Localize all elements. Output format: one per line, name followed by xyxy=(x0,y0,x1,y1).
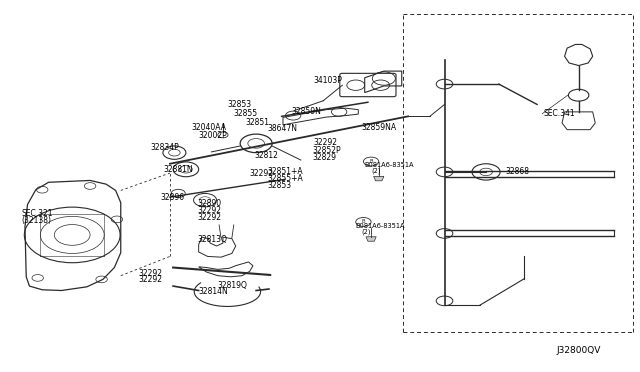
Text: (2): (2) xyxy=(362,229,371,235)
Text: 32292: 32292 xyxy=(138,275,162,284)
Text: 32819Q: 32819Q xyxy=(218,281,248,290)
Text: 32868: 32868 xyxy=(505,167,529,176)
Text: B: B xyxy=(369,159,373,164)
Text: 32881N: 32881N xyxy=(164,165,193,174)
Text: 32853: 32853 xyxy=(227,100,252,109)
Polygon shape xyxy=(374,176,384,181)
Text: 32813Q: 32813Q xyxy=(197,235,227,244)
Text: 32292: 32292 xyxy=(138,269,162,278)
Text: 32834P: 32834P xyxy=(151,142,179,151)
Text: B081A6-8351A: B081A6-8351A xyxy=(355,223,404,229)
Text: (32138): (32138) xyxy=(21,216,51,225)
Polygon shape xyxy=(366,237,376,241)
Text: 32859NA: 32859NA xyxy=(362,123,397,132)
Text: 32292: 32292 xyxy=(197,213,221,222)
Text: 32002P: 32002P xyxy=(198,131,227,140)
Text: SEC.341: SEC.341 xyxy=(543,109,575,118)
Text: 32292: 32292 xyxy=(314,138,338,147)
Text: 32814N: 32814N xyxy=(198,288,228,296)
Text: 32851+A: 32851+A xyxy=(268,167,303,176)
Text: (2): (2) xyxy=(371,167,381,174)
Text: 32896: 32896 xyxy=(161,193,184,202)
Text: B: B xyxy=(362,219,365,224)
Text: 32829: 32829 xyxy=(312,153,337,162)
Text: J32800QV: J32800QV xyxy=(556,346,601,355)
Text: 32852P: 32852P xyxy=(312,146,341,155)
Text: 32890: 32890 xyxy=(197,199,221,208)
Text: 32853: 32853 xyxy=(268,181,292,190)
Text: 32855: 32855 xyxy=(234,109,258,118)
Text: 32859N: 32859N xyxy=(291,108,321,116)
Text: 32855+A: 32855+A xyxy=(268,174,303,183)
Text: 32292: 32292 xyxy=(250,169,274,177)
Text: 32292: 32292 xyxy=(197,206,221,215)
Text: B081A6-8351A: B081A6-8351A xyxy=(365,161,414,167)
Text: 32851: 32851 xyxy=(245,118,269,127)
Text: 38647N: 38647N xyxy=(268,124,298,133)
Text: 34103P: 34103P xyxy=(314,76,342,85)
Text: 32040AA: 32040AA xyxy=(191,123,226,132)
Text: 32812: 32812 xyxy=(255,151,279,160)
Text: SEC.321: SEC.321 xyxy=(21,209,52,218)
